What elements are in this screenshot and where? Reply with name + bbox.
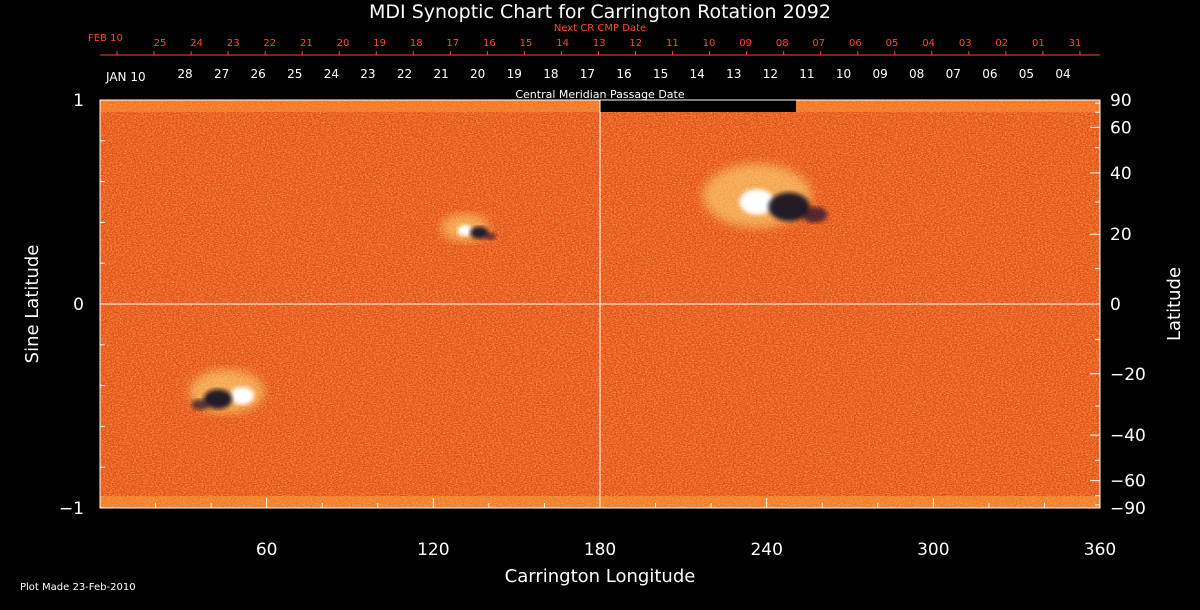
next-cr-day-label: 23 <box>227 38 240 49</box>
next-cr-day-label: 17 <box>446 38 459 49</box>
next-cr-day-label: 14 <box>556 38 569 49</box>
next-cr-day-label: 20 <box>337 38 350 49</box>
y-right-tick-label: 20 <box>1110 225 1132 245</box>
cmp-day-label: 26 <box>251 67 266 81</box>
cmp-day-label: 04 <box>1055 67 1070 81</box>
next-cr-day-label: 22 <box>263 38 276 49</box>
cmp-day-label: 15 <box>653 67 668 81</box>
y-right-tick-label: −90 <box>1110 499 1146 519</box>
next-cr-day-label: 06 <box>849 38 862 49</box>
next-cr-day-label: 03 <box>959 38 972 49</box>
next-cr-day-label: 19 <box>373 38 386 49</box>
x-tick-label: 180 <box>584 540 616 560</box>
next-cr-day-label: 08 <box>776 38 789 49</box>
next-cr-day-label: 01 <box>1032 38 1045 49</box>
cmp-day-label: 08 <box>909 67 924 81</box>
cmp-day-label: 06 <box>982 67 997 81</box>
next-cr-day-label: 07 <box>812 38 825 49</box>
y-right-tick-label: 60 <box>1110 118 1132 138</box>
next-cr-day-label: 04 <box>922 38 935 49</box>
next-cr-day-label: 31 <box>1069 38 1082 49</box>
cmp-day-label: 05 <box>1019 67 1034 81</box>
active-region <box>189 369 265 414</box>
next-cr-day-label: 16 <box>483 38 496 49</box>
cmp-day-label: 10 <box>836 67 851 81</box>
cmp-day-label: 21 <box>433 67 448 81</box>
x-tick-label: 120 <box>417 540 449 560</box>
cmp-day-label: 20 <box>470 67 485 81</box>
y-axis-left: −1 0 1 Sine Latitude <box>22 91 110 519</box>
y-right-tick-label: −40 <box>1110 426 1146 446</box>
cmp-date-axis: 28 27 26 25 24 23 22 21 20 19 18 17 16 15 14 13 12 11 10 09… <box>105 67 1071 101</box>
cmp-day-label: 07 <box>946 67 961 81</box>
cmp-day-label: 28 <box>177 67 192 81</box>
y-right-tick-label: 40 <box>1110 164 1132 184</box>
cmp-month-label: JAN 10 <box>105 70 146 84</box>
next-cr-month-label: FEB 10 <box>88 33 123 44</box>
cmp-day-label: 25 <box>287 67 302 81</box>
cmp-axis-label: Central Meridian Passage Date <box>515 88 684 101</box>
next-cr-day-label: 05 <box>886 38 899 49</box>
y-left-tick-label: 0 <box>73 295 84 315</box>
next-cr-day-label: 25 <box>154 38 167 49</box>
cmp-day-label: 09 <box>872 67 887 81</box>
y-axis-right: 90 60 40 20 0 −20 −40 −60 −90 Latitude <box>1090 91 1185 519</box>
cmp-day-label: 11 <box>799 67 814 81</box>
cmp-day-label: 18 <box>543 67 558 81</box>
cmp-day-label: 22 <box>397 67 412 81</box>
next-cr-day-label: 13 <box>593 38 606 49</box>
x-tick-label: 240 <box>750 540 782 560</box>
y-axis-right-label: Latitude <box>1164 267 1185 341</box>
cmp-day-label: 12 <box>763 67 778 81</box>
cmp-day-label: 16 <box>616 67 631 81</box>
x-tick-label: 60 <box>256 540 278 560</box>
next-cr-day-label: 09 <box>739 38 752 49</box>
next-cr-day-label: 15 <box>520 38 533 49</box>
cmp-day-label: 17 <box>580 67 595 81</box>
next-cr-day-label: 10 <box>703 38 716 49</box>
cmp-day-label: 19 <box>507 67 522 81</box>
y-right-tick-label: 0 <box>1110 295 1121 315</box>
y-right-tick-label: −60 <box>1110 472 1146 492</box>
magnetogram-plot <box>100 100 1100 508</box>
next-cr-day-label: 21 <box>300 38 313 49</box>
y-axis-left-label: Sine Latitude <box>22 245 43 364</box>
next-cr-date-axis: 25 24 23 22 21 20 19 18 17 16 15 14 13 12 11 10 09 08 07 06… <box>88 23 1100 56</box>
cmp-day-label: 23 <box>360 67 375 81</box>
active-region <box>702 163 828 228</box>
x-axis: 60 120 180 240 300 360 Carrington Longitude <box>99 498 1116 587</box>
y-left-tick-label: −1 <box>59 499 84 519</box>
next-cr-day-label: 18 <box>410 38 423 49</box>
x-axis-label: Carrington Longitude <box>505 566 696 587</box>
chart-title: MDI Synoptic Chart for Carrington Rotati… <box>369 1 831 23</box>
cmp-day-label: 24 <box>324 67 339 81</box>
y-left-tick-label: 1 <box>73 91 84 111</box>
cmp-day-label: 27 <box>214 67 229 81</box>
next-cr-axis-label: Next CR CMP Date <box>554 23 646 34</box>
active-region <box>441 213 497 242</box>
cmp-day-label: 13 <box>726 67 741 81</box>
next-cr-day-label: 12 <box>629 38 642 49</box>
next-cr-day-label: 11 <box>666 38 679 49</box>
plot-made-footer: Plot Made 23-Feb-2010 <box>20 582 136 593</box>
x-tick-label: 360 <box>1084 540 1116 560</box>
y-right-tick-label: 90 <box>1110 91 1132 111</box>
next-cr-day-label: 24 <box>190 38 203 49</box>
x-tick-label: 300 <box>917 540 949 560</box>
next-cr-day-label: 02 <box>995 38 1008 49</box>
cmp-day-label: 14 <box>690 67 705 81</box>
y-right-tick-label: −20 <box>1110 365 1146 385</box>
